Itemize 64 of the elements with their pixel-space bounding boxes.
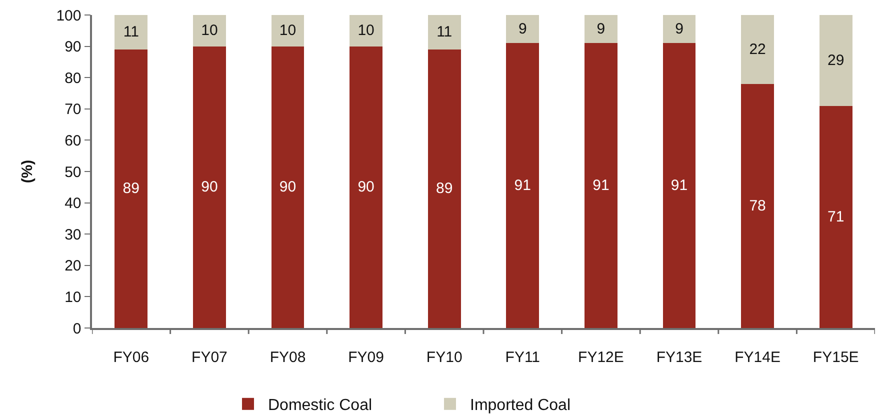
- data-label: 89: [436, 180, 453, 198]
- bar: [193, 15, 226, 46]
- data-label: 10: [358, 22, 374, 40]
- x-tick-label: FY08: [270, 348, 306, 366]
- bar: [662, 43, 696, 328]
- x-tick-label: FY13E: [656, 348, 702, 366]
- legend-label: Imported Coal: [470, 397, 570, 414]
- bar: [584, 43, 618, 328]
- y-tick-label: 30: [64, 226, 82, 244]
- y-tick-label: 60: [64, 132, 82, 150]
- x-tick-label: FY10: [426, 348, 462, 366]
- bar: [662, 15, 696, 44]
- bar: [193, 46, 226, 328]
- x-tick-label: FY11: [505, 348, 540, 366]
- x-tick-label: FY15E: [812, 348, 859, 366]
- y-tick-label: 100: [56, 7, 82, 24]
- bar: [819, 15, 852, 106]
- bar: [271, 15, 304, 46]
- bar: [114, 49, 148, 328]
- x-tick-label: FY14E: [734, 348, 780, 366]
- bar: [114, 15, 148, 50]
- data-label: 90: [201, 178, 218, 196]
- bar: [506, 15, 540, 44]
- bar: [350, 46, 382, 328]
- bar: [741, 15, 774, 84]
- data-label: 71: [828, 208, 844, 226]
- bar: [741, 84, 774, 328]
- y-axis-title: (%): [18, 160, 36, 184]
- x-tick-label: FY09: [348, 348, 384, 366]
- legend-label: Domestic Coal: [268, 397, 372, 414]
- y-tick-label: 20: [64, 258, 82, 275]
- x-tick-label: FY12E: [578, 348, 624, 366]
- y-tick-label: 80: [64, 70, 82, 87]
- data-label: 9: [596, 20, 606, 38]
- bar: [271, 46, 304, 328]
- data-label: 9: [518, 20, 527, 38]
- data-label: 89: [122, 180, 140, 198]
- y-tick-label: 0: [72, 320, 82, 338]
- data-label: 10: [279, 22, 296, 40]
- bar: [428, 15, 461, 50]
- bar: [350, 15, 382, 46]
- data-label: 29: [828, 52, 844, 69]
- data-label: 90: [279, 178, 296, 196]
- x-tick-label: FY06: [113, 348, 150, 366]
- data-label: 90: [358, 178, 374, 196]
- bar: [819, 106, 852, 328]
- y-tick-label: 90: [64, 38, 82, 56]
- bar: [428, 49, 461, 328]
- bar: [584, 15, 618, 44]
- x-tick-label: FY07: [192, 348, 228, 366]
- y-tick-label: 50: [64, 164, 82, 181]
- data-label: 22: [749, 40, 766, 58]
- data-label: 11: [123, 24, 139, 41]
- data-label: 11: [436, 24, 452, 41]
- data-label: 78: [749, 197, 766, 214]
- data-label: 10: [201, 22, 218, 40]
- data-label: 9: [675, 20, 684, 38]
- y-tick-label: 10: [64, 288, 82, 306]
- data-label: 91: [592, 177, 610, 194]
- data-label: 91: [670, 177, 688, 194]
- bar: [506, 43, 540, 328]
- y-tick-label: 70: [64, 101, 82, 118]
- data-label: 91: [514, 177, 531, 194]
- y-tick-label: 40: [64, 195, 82, 212]
